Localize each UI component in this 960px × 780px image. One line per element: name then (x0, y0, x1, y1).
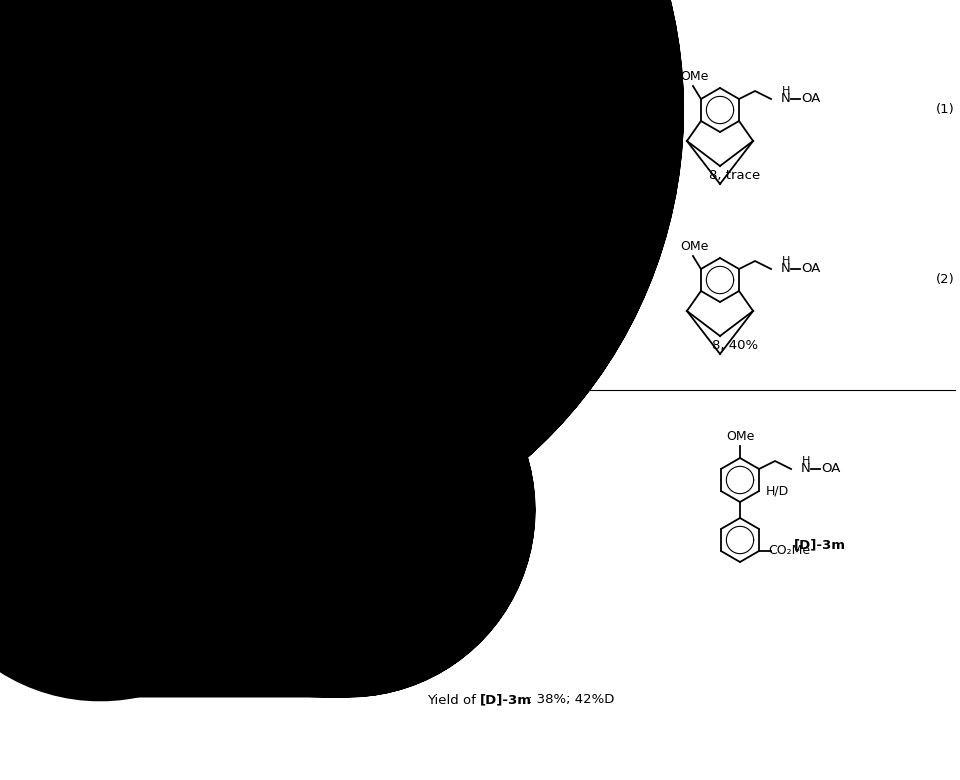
Text: 1 equiv norbornene: 1 equiv norbornene (232, 224, 348, 236)
Text: H/D: H/D (421, 115, 444, 129)
Text: I: I (209, 491, 213, 506)
Text: 8, trace: 8, trace (709, 168, 760, 182)
Text: Yield of: Yield of (418, 318, 465, 331)
Text: CO₂Me: CO₂Me (228, 470, 271, 483)
Text: OA: OA (802, 93, 821, 105)
Text: Yield of: Yield of (427, 693, 480, 707)
Text: N: N (802, 463, 811, 476)
Text: 1a: 1a (77, 140, 93, 153)
Text: 1a: 1a (67, 548, 83, 561)
Text: H: H (781, 86, 790, 96)
Text: OA: OA (165, 502, 184, 516)
Text: N: N (538, 91, 547, 105)
Text: +: + (612, 270, 629, 290)
Text: H/D: H/D (765, 484, 789, 498)
Text: H: H (157, 255, 166, 265)
Text: OMe: OMe (726, 431, 755, 444)
Text: x=1, <1%D: x=1, <1%D (450, 158, 519, 171)
Text: 10 mol% Pd(OAc)₂: 10 mol% Pd(OAc)₂ (236, 192, 344, 204)
Text: H: H (539, 255, 547, 265)
Text: 1 equiv norbornene: 1 equiv norbornene (367, 441, 483, 453)
Text: N: N (781, 93, 791, 105)
Text: OMe: OMe (41, 66, 69, 80)
Text: OA: OA (177, 91, 197, 105)
Text: x=0, 82%D: x=0, 82%D (450, 144, 516, 157)
Text: x equiv norbornene: x equiv norbornene (232, 66, 348, 79)
Text: N: N (156, 91, 167, 105)
Text: mesitylene, 100 ºC, 24 h: mesitylene, 100 ºC, 24 h (217, 81, 363, 94)
Text: 2m, 3equiv: 2m, 3equiv (217, 559, 283, 573)
Text: N: N (781, 263, 791, 275)
Text: OMe: OMe (456, 56, 484, 69)
Text: (2): (2) (936, 274, 954, 286)
Text: OMe: OMe (680, 240, 708, 254)
Text: 0.5 equiv 1-AdCO₂H: 0.5 equiv 1-AdCO₂H (367, 456, 483, 470)
Text: OMe: OMe (680, 70, 708, 83)
Text: OA: OA (558, 261, 578, 275)
Text: mesitylene, 100 ºC, 24 h: mesitylene, 100 ºC, 24 h (352, 473, 498, 485)
Text: [D]-3m: [D]-3m (794, 538, 846, 551)
Text: : 38%; 42%D: : 38%; 42%D (528, 693, 614, 707)
Text: Meta: Meta (27, 395, 65, 410)
Text: OMe: OMe (33, 477, 61, 491)
Text: Yield of 9, 52%; 68%D: Yield of 9, 52%; 68%D (399, 318, 531, 331)
Text: (1): (1) (936, 104, 954, 116)
Text: H: H (802, 456, 810, 466)
Text: B:: B: (8, 395, 29, 410)
Text: [D]-3m: [D]-3m (480, 693, 532, 707)
Text: 8, 40%: 8, 40% (712, 339, 758, 352)
Text: H: H (781, 256, 790, 266)
Text: H: H (539, 85, 547, 95)
Text: +: + (162, 511, 178, 529)
Text: OA: OA (822, 463, 841, 476)
Text: 7: 7 (426, 146, 434, 158)
Text: N: N (145, 502, 155, 516)
Text: 10 equiv AcOD: 10 equiv AcOD (381, 488, 468, 502)
Text: H/D: H/D (421, 285, 444, 299)
Text: N: N (156, 261, 167, 275)
Text: 20 equiv AcOD: 20 equiv AcOD (247, 49, 334, 62)
Text: A: Deuteration study: A: Deuteration study (8, 12, 167, 27)
Text: CO₂Me: CO₂Me (768, 544, 810, 558)
Text: 9: 9 (485, 318, 492, 331)
Text: 1a: 1a (77, 310, 93, 322)
Text: +: + (612, 100, 629, 120)
Text: OMe: OMe (456, 226, 484, 239)
Text: 20 equiv AcOD: 20 equiv AcOD (247, 207, 334, 221)
Text: H: H (146, 496, 155, 506)
Text: 1.5 equiv AgOAc: 1.5 equiv AgOAc (241, 256, 339, 268)
Text: N: N (538, 261, 547, 275)
Text: OA: OA (558, 91, 578, 105)
Text: 1.5 equiv AgOAc: 1.5 equiv AgOAc (376, 424, 473, 438)
Text: 1a, 1 equiv: 1a, 1 equiv (42, 559, 108, 573)
Text: mesitylene, 100 ºC, 24 h: mesitylene, 100 ºC, 24 h (217, 239, 363, 253)
Text: OMe: OMe (41, 236, 69, 250)
Text: OA: OA (177, 261, 197, 275)
Text: arylation with AcOD: arylation with AcOD (70, 395, 227, 410)
Text: 10 mol% Pd(OAc)₂: 10 mol% Pd(OAc)₂ (372, 409, 479, 421)
Text: H: H (157, 85, 166, 95)
Text: OA: OA (802, 263, 821, 275)
Text: 10 mol% Pd(OAc)₂: 10 mol% Pd(OAc)₂ (236, 34, 344, 47)
